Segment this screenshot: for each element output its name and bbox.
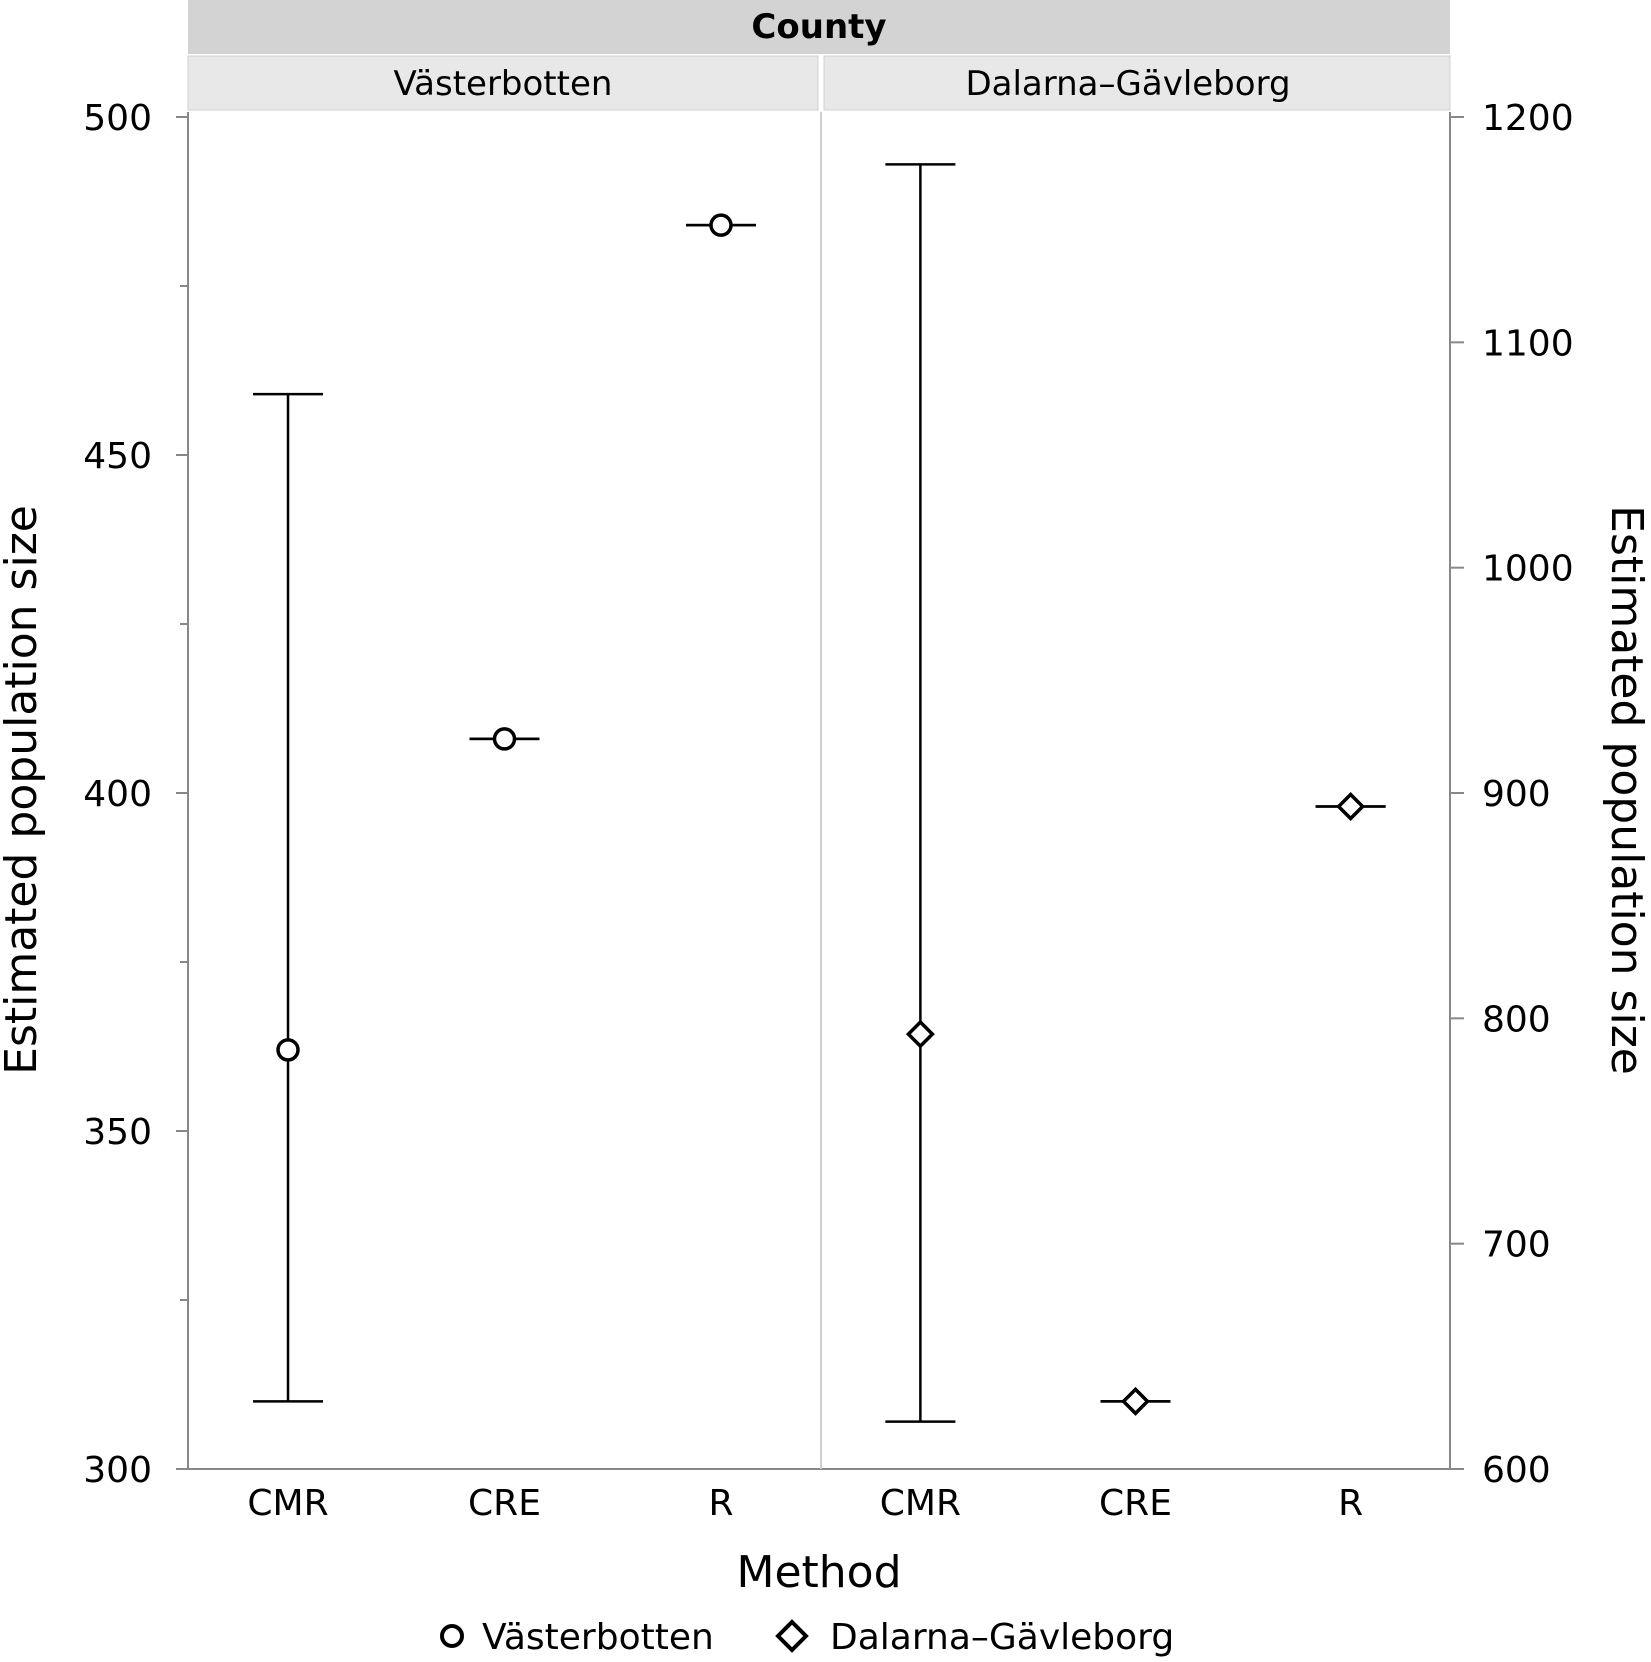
- left-y-tick-label: 450: [83, 436, 152, 477]
- left-y-axis: 300 350 400 450 500: [83, 98, 188, 1491]
- point-dalarna-g-vleborg-cre: [1121, 1386, 1150, 1416]
- left-y-tick-label: 500: [83, 98, 152, 139]
- point-dalarna-g-vleborg-cmr: [905, 1019, 935, 1049]
- left-y-tick-label: 300: [83, 1450, 152, 1491]
- point-dalarna-g-vleborg-r: [1336, 792, 1366, 821]
- left-y-tick-label: 350: [83, 1112, 152, 1153]
- right-y-tick-label: 1100: [1482, 323, 1574, 364]
- right-y-tick-label: 700: [1482, 1225, 1551, 1266]
- right-y-tick-label: 800: [1482, 999, 1551, 1040]
- right-y-axis: 600 700 800 900 1000 1100 1200: [1450, 98, 1574, 1491]
- x-tick-label: R: [1338, 1483, 1363, 1524]
- legend-circle-marker: [440, 1624, 464, 1648]
- point-v-sterbotten-r: [709, 213, 733, 237]
- x-tick-label: R: [708, 1483, 733, 1524]
- data-marks: [253, 163, 1386, 1423]
- facet-header-bar: [188, 0, 1450, 54]
- x-axis-title: Method: [736, 1547, 901, 1598]
- right-y-tick-label: 1000: [1482, 549, 1574, 590]
- legend: Västerbotten Dalarna–Gävleborg: [440, 1617, 1174, 1658]
- left-y-tick-label: 400: [83, 774, 152, 815]
- x-tick-label: CRE: [1099, 1483, 1172, 1524]
- legend-label-vasterbotten: Västerbotten: [482, 1617, 714, 1658]
- right-y-axis-title: Estimated population size: [1601, 505, 1651, 1075]
- x-tick-label: CRE: [468, 1483, 541, 1524]
- legend-diamond-marker: [775, 1619, 809, 1653]
- point-v-sterbotten-cre: [492, 727, 517, 751]
- facet-title: County: [751, 7, 886, 47]
- point-v-sterbotten-cmr: [276, 1038, 300, 1062]
- right-y-tick-label: 1200: [1482, 98, 1574, 139]
- right-y-tick-label: 900: [1482, 774, 1551, 815]
- left-y-axis-title: Estimated population size: [0, 505, 47, 1075]
- panel-strip-vasterbotten: [187, 55, 819, 111]
- panel-label-dalarna: Dalarna–Gävleborg: [965, 64, 1290, 104]
- legend-label-dalarna: Dalarna–Gävleborg: [830, 1617, 1174, 1658]
- panel-label-vasterbotten: Västerbotten: [394, 64, 613, 104]
- right-y-tick-label: 600: [1482, 1450, 1551, 1491]
- x-tick-label: CMR: [880, 1483, 961, 1524]
- panel-strip-dalarna: [823, 55, 1451, 111]
- x-axis-ticks: CMR CRE R CMR CRE R: [247, 1483, 1363, 1524]
- x-tick-label: CMR: [247, 1483, 328, 1524]
